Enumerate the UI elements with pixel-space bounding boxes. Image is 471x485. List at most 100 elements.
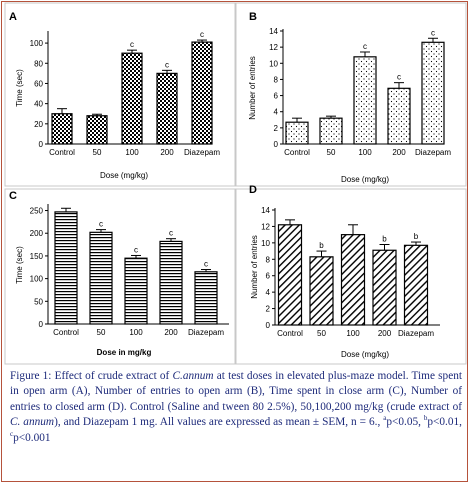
significance-label: b xyxy=(382,235,387,244)
x-tick-label: 100 xyxy=(125,148,139,157)
bar xyxy=(277,224,303,326)
y-tick-label: 100 xyxy=(30,275,44,284)
y-tick-label: 6 xyxy=(274,92,279,101)
caption-sig-a: a xyxy=(383,414,387,423)
y-axis-label: Time (sec) xyxy=(15,246,24,284)
y-tick-label: 10 xyxy=(261,239,270,248)
caption-text-1: Effect of crude extract of xyxy=(51,370,173,382)
bar xyxy=(121,52,143,145)
y-axis-label: Number of entries xyxy=(248,56,257,120)
bar xyxy=(319,117,343,145)
bar xyxy=(285,121,309,145)
bar xyxy=(353,56,377,145)
caption-text-3: ), and Diazepam 1 mg. All values are exp… xyxy=(54,416,384,429)
x-tick-label: 100 xyxy=(358,148,372,157)
y-tick-label: 12 xyxy=(269,43,278,52)
panel-letter: C xyxy=(9,190,17,202)
bar xyxy=(421,41,445,145)
bar xyxy=(89,231,113,325)
x-tick-label: Diazepam xyxy=(184,148,220,157)
bar xyxy=(194,271,218,325)
y-tick-label: 14 xyxy=(269,27,278,36)
y-tick-label: 6 xyxy=(266,272,271,281)
caption-species-2: C. annum xyxy=(10,416,55,429)
y-tick-label: 14 xyxy=(261,206,270,215)
panel-letter: A xyxy=(9,11,17,23)
y-tick-label: 250 xyxy=(30,207,44,216)
caption-figure-label: Figure 1: xyxy=(10,370,52,382)
x-tick-label: 200 xyxy=(392,148,406,157)
bar xyxy=(159,240,183,325)
y-tick-label: 0 xyxy=(266,321,271,330)
bar xyxy=(387,87,411,145)
significance-label: c xyxy=(169,229,173,238)
significance-label: c xyxy=(99,220,103,229)
x-tick-label: 100 xyxy=(129,328,143,337)
caption-sig-b: b xyxy=(423,414,428,423)
bar xyxy=(403,244,429,326)
x-tick-label: 200 xyxy=(378,329,392,338)
bar xyxy=(191,41,213,145)
significance-label: c xyxy=(165,60,169,69)
panel-b: B 0 2 4 6 8 10 12 14 Control 50 c 100 c 200 c Diazepam Do… xyxy=(235,2,467,187)
y-tick-label: 2 xyxy=(266,305,271,314)
x-tick-label: Control xyxy=(277,329,303,338)
caption-p-b: p<0.01, xyxy=(427,416,463,429)
panel-c: C 0 50 100 150 200 250 Control c 50 c 100 c 200 c Diaze… xyxy=(4,188,236,365)
y-axis-label: Number of entries xyxy=(250,235,259,299)
x-tick-label: 50 xyxy=(97,328,106,337)
significance-label: c xyxy=(134,245,138,254)
bar xyxy=(54,211,78,325)
caption-p-c: p<0.001 xyxy=(13,431,51,444)
caption-p-a: p<0.05, xyxy=(386,416,424,429)
x-tick-label: 50 xyxy=(93,148,102,157)
panel-letter: D xyxy=(249,184,257,196)
significance-label: c xyxy=(130,40,134,49)
x-tick-label: Diazepam xyxy=(188,328,224,337)
x-tick-label: Control xyxy=(53,328,79,337)
significance-label: c xyxy=(363,42,367,51)
y-axis-label: Time (sec) xyxy=(15,69,24,107)
bar xyxy=(156,72,178,145)
y-tick-label: 20 xyxy=(34,120,43,129)
significance-label: b xyxy=(414,232,419,241)
panel-a: A 0 20 40 60 80 100 Control 50 c 100 c 200 c Diazepam D… xyxy=(4,2,236,187)
bar xyxy=(124,257,148,325)
significance-label: c xyxy=(204,260,208,269)
caption-species: C.annum xyxy=(172,370,214,382)
bar xyxy=(309,256,334,326)
y-tick-label: 2 xyxy=(274,124,279,133)
y-tick-label: 150 xyxy=(30,252,44,261)
caption-text-2: at test doses in elevated plus-maze mode… xyxy=(10,370,462,413)
figure-caption: Figure 1: Effect of crude extract of C.a… xyxy=(10,369,462,446)
x-tick-label: Control xyxy=(284,148,310,157)
y-tick-label: 4 xyxy=(266,288,271,297)
y-tick-label: 0 xyxy=(39,320,44,329)
y-tick-label: 4 xyxy=(274,108,279,117)
caption-sig-c: c xyxy=(10,429,14,438)
significance-label: c xyxy=(397,73,401,82)
y-tick-label: 0 xyxy=(39,140,44,149)
y-tick-label: 40 xyxy=(34,100,43,109)
panel-letter: B xyxy=(249,11,257,23)
significance-label: c xyxy=(431,28,435,37)
y-tick-label: 12 xyxy=(261,222,270,231)
x-axis-label: Dose (mg/kg) xyxy=(100,171,148,180)
x-tick-label: 50 xyxy=(317,329,326,338)
x-tick-label: 200 xyxy=(164,328,178,337)
significance-label: b xyxy=(319,241,324,250)
x-tick-label: Control xyxy=(49,148,75,157)
y-tick-label: 100 xyxy=(30,39,44,48)
y-tick-label: 200 xyxy=(30,229,44,238)
bar xyxy=(86,115,108,145)
x-tick-label: 50 xyxy=(327,148,336,157)
x-tick-label: 100 xyxy=(346,329,360,338)
significance-label: c xyxy=(200,30,204,39)
x-axis-label: Dose (mg/kg) xyxy=(341,350,389,359)
y-tick-label: 0 xyxy=(274,140,279,149)
y-tick-label: 60 xyxy=(34,79,43,88)
x-axis-label: Dose (mg/kg) xyxy=(341,175,389,184)
y-tick-label: 8 xyxy=(274,75,279,84)
x-tick-label: Diazepam xyxy=(415,148,451,157)
